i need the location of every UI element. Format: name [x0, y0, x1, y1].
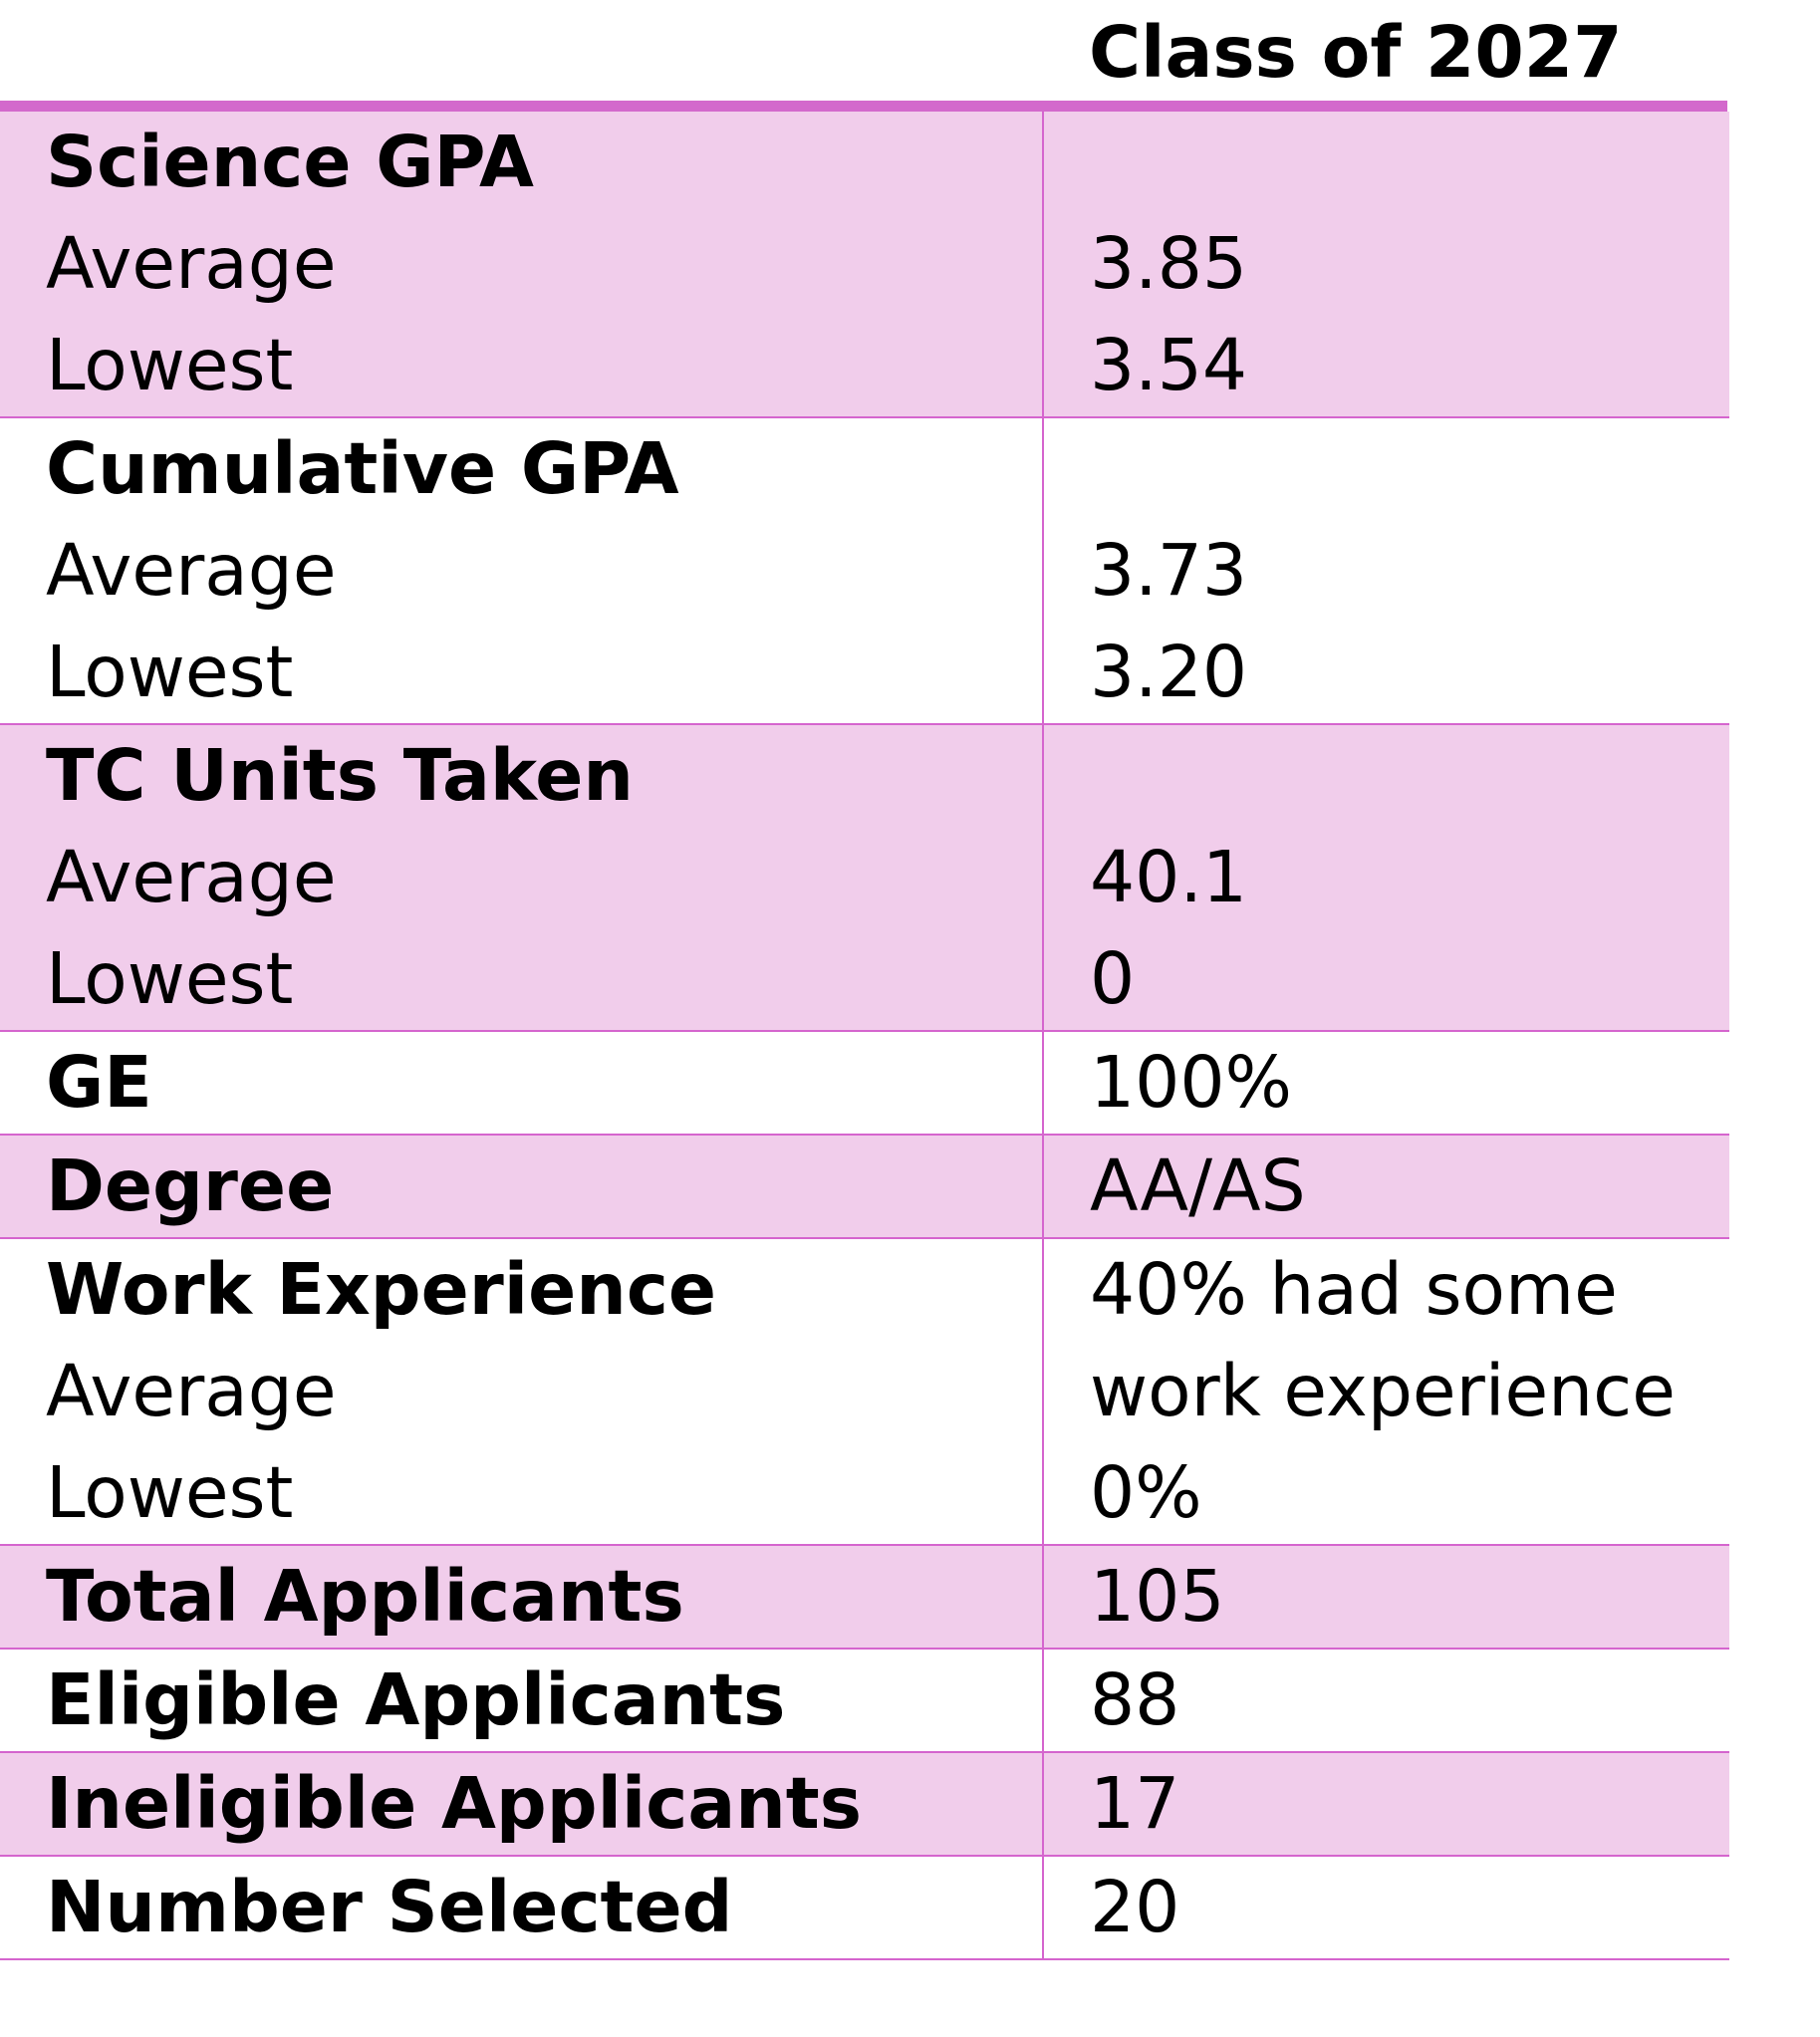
- row-title: Degree: [46, 1145, 335, 1227]
- row-value: 40.1: [1090, 836, 1248, 918]
- row-title: GE: [46, 1041, 152, 1124]
- row-label-cell: Cumulative GPA Average Lowest: [0, 417, 1044, 724]
- row-value: 3.73: [1090, 529, 1248, 612]
- row-title: Total Applicants: [46, 1555, 684, 1638]
- row-value: 88: [1090, 1658, 1180, 1741]
- row-label-cell: GE: [0, 1031, 1044, 1135]
- column-title: Class of 2027: [1089, 11, 1623, 94]
- row-sublabel: Lowest: [46, 1451, 294, 1534]
- row-value-cell: 40% had some work experience 0%: [1043, 1238, 1729, 1545]
- row-spacer: [1044, 418, 1729, 520]
- row-number-selected: Number Selected 20: [0, 1856, 1729, 1959]
- row-sublabel: Average: [46, 836, 337, 918]
- row-value: 100%: [1090, 1041, 1292, 1124]
- row-value: 17: [1090, 1762, 1180, 1845]
- row-value: AA/AS: [1090, 1145, 1306, 1227]
- row-title: Cumulative GPA: [46, 427, 679, 510]
- row-label-cell: Science GPA Average Lowest: [0, 112, 1044, 417]
- row-sublabel: Average: [46, 222, 337, 305]
- row-value: 3.85: [1090, 222, 1248, 305]
- row-ineligible-applicants: Ineligible Applicants 17: [0, 1752, 1729, 1856]
- row-value: 40% had some: [1090, 1248, 1618, 1331]
- row-sublabel: Average: [46, 529, 337, 612]
- row-ge: GE 100%: [0, 1031, 1729, 1135]
- row-tc-units: TC Units Taken Average Lowest 40.1 0: [0, 724, 1729, 1031]
- row-value: 0: [1090, 937, 1136, 1020]
- row-spacer: [1044, 725, 1729, 827]
- row-sublabel: Average: [46, 1350, 337, 1432]
- row-spacer: [1044, 112, 1729, 213]
- row-title: Work Experience: [46, 1248, 717, 1331]
- row-science-gpa: Science GPA Average Lowest 3.85 3.54: [0, 112, 1729, 417]
- row-cumulative-gpa: Cumulative GPA Average Lowest 3.73 3.20: [0, 417, 1729, 724]
- row-sublabel: Lowest: [46, 631, 294, 713]
- row-value-cell: 88: [1043, 1649, 1729, 1752]
- row-value-cell: 100%: [1043, 1031, 1729, 1135]
- row-value: work experience: [1090, 1350, 1676, 1432]
- row-value-cell: 105: [1043, 1545, 1729, 1649]
- row-value-cell: 3.73 3.20: [1043, 417, 1729, 724]
- row-value-cell: 3.85 3.54: [1043, 112, 1729, 417]
- row-title: Number Selected: [46, 1866, 733, 1948]
- row-label-cell: TC Units Taken Average Lowest: [0, 724, 1044, 1031]
- row-work-experience: Work Experience Average Lowest 40% had s…: [0, 1238, 1729, 1545]
- row-title: Science GPA: [46, 121, 534, 203]
- row-value: 3.54: [1090, 324, 1248, 406]
- row-value-cell: 17: [1043, 1752, 1729, 1856]
- row-label-cell: Degree: [0, 1135, 1044, 1238]
- row-label-cell: Work Experience Average Lowest: [0, 1238, 1044, 1545]
- row-value: 0%: [1090, 1451, 1202, 1534]
- row-label-cell: Number Selected: [0, 1856, 1044, 1959]
- stats-table: Science GPA Average Lowest 3.85 3.54 Cum…: [0, 112, 1729, 1960]
- admissions-stats-sheet: Class of 2027 Science GPA Average Lowest…: [0, 0, 1729, 1959]
- row-value: 105: [1090, 1555, 1225, 1638]
- row-title: TC Units Taken: [46, 734, 634, 817]
- row-title: Ineligible Applicants: [46, 1762, 862, 1845]
- row-label-cell: Eligible Applicants: [0, 1649, 1044, 1752]
- row-label-cell: Ineligible Applicants: [0, 1752, 1044, 1856]
- row-sublabel: Lowest: [46, 937, 294, 1020]
- row-value-cell: 40.1 0: [1043, 724, 1729, 1031]
- row-value: 3.20: [1090, 631, 1248, 713]
- row-total-applicants: Total Applicants 105: [0, 1545, 1729, 1649]
- row-value-cell: 20: [1043, 1856, 1729, 1959]
- row-title: Eligible Applicants: [46, 1658, 786, 1741]
- row-value-cell: AA/AS: [1043, 1135, 1729, 1238]
- table-header: Class of 2027: [0, 0, 1727, 112]
- row-degree: Degree AA/AS: [0, 1135, 1729, 1238]
- row-value: 20: [1090, 1866, 1180, 1948]
- row-eligible-applicants: Eligible Applicants 88: [0, 1649, 1729, 1752]
- row-label-cell: Total Applicants: [0, 1545, 1044, 1649]
- header-divider: [0, 101, 1727, 112]
- row-sublabel: Lowest: [46, 324, 294, 406]
